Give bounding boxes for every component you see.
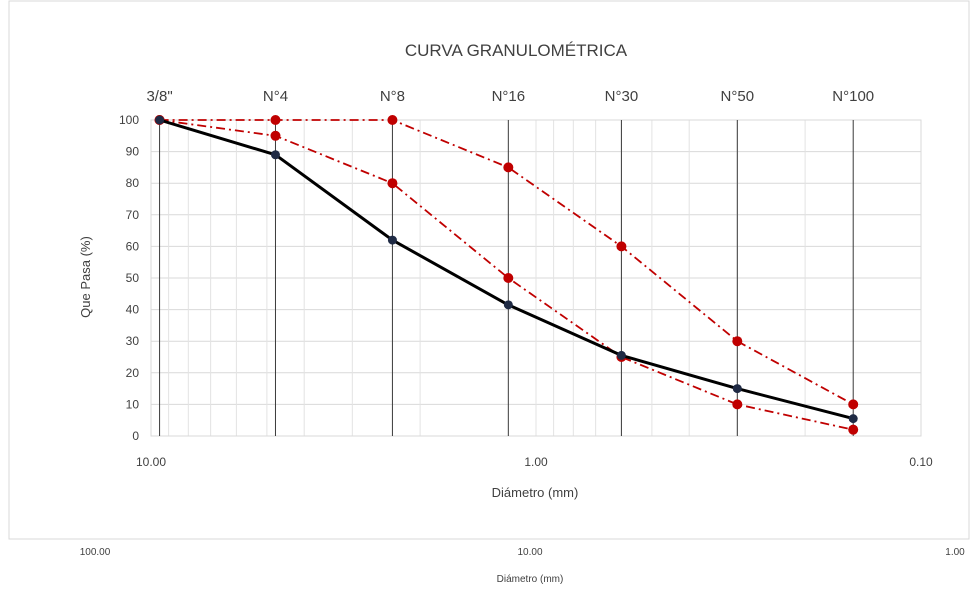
y-tick-label: 40 [126,303,140,317]
y-tick-label: 100 [119,113,139,127]
x-axis-label: Diámetro (mm) [492,485,579,500]
sieve-label: N°50 [721,88,755,105]
data-point [848,399,859,410]
sieve-label: N°30 [605,88,639,105]
y-tick-label: 80 [126,176,140,190]
sieve-label: 3/8" [146,88,172,105]
y-tick-label: 10 [126,397,140,411]
background-x-tick-label: 100.00 [80,547,111,558]
data-point [732,336,743,347]
x-tick-label: 10.00 [136,455,166,469]
y-tick-label: 70 [126,208,140,222]
background-x-axis-label: Diámetro (mm) [497,574,564,585]
y-tick-label: 90 [126,145,140,159]
data-point [155,115,165,125]
data-point [616,350,626,360]
plot-area-border [150,119,922,437]
sieve-label: N°100 [832,88,874,105]
tick-labels-layer: 3/8" N°4 N°8 N°16 N°30 N°50 N°100 0 10 20 30 40 50 60… [119,88,933,469]
background-x-tick-label: 10.00 [517,547,542,558]
data-point [732,399,743,410]
y-tick-label: 30 [126,334,140,348]
y-tick-label: 0 [132,429,139,443]
data-point [503,273,514,283]
background-x-tick-label: 1.00 [945,547,965,558]
data-point [848,414,858,424]
data-point [616,241,627,252]
x-tick-label: 1.00 [524,455,548,469]
data-point [387,235,397,245]
data-point [387,115,398,125]
data-point [503,162,514,173]
data-point [387,178,398,189]
sieve-label: N°16 [492,88,526,105]
grid-layer [150,119,922,437]
data-point [270,115,281,125]
data-point [848,424,859,435]
y-tick-label: 60 [126,239,140,253]
data-point [270,150,280,160]
background-chart-remnant: Diámetro (mm) 100.00 10.00 1.00 [80,547,965,585]
sieve-label: N°4 [263,88,288,105]
chart-title: CURVA GRANULOMÉTRICA [405,41,628,60]
data-point [503,300,513,310]
sieve-label: N°8 [380,88,405,105]
series-layer [154,115,859,435]
data-point [270,130,281,141]
y-axis-label: Que Pasa (%) [78,236,93,318]
x-tick-label: 0.10 [909,455,933,469]
y-tick-label: 20 [126,366,140,380]
y-tick-label: 50 [126,271,140,285]
data-point [732,384,742,394]
